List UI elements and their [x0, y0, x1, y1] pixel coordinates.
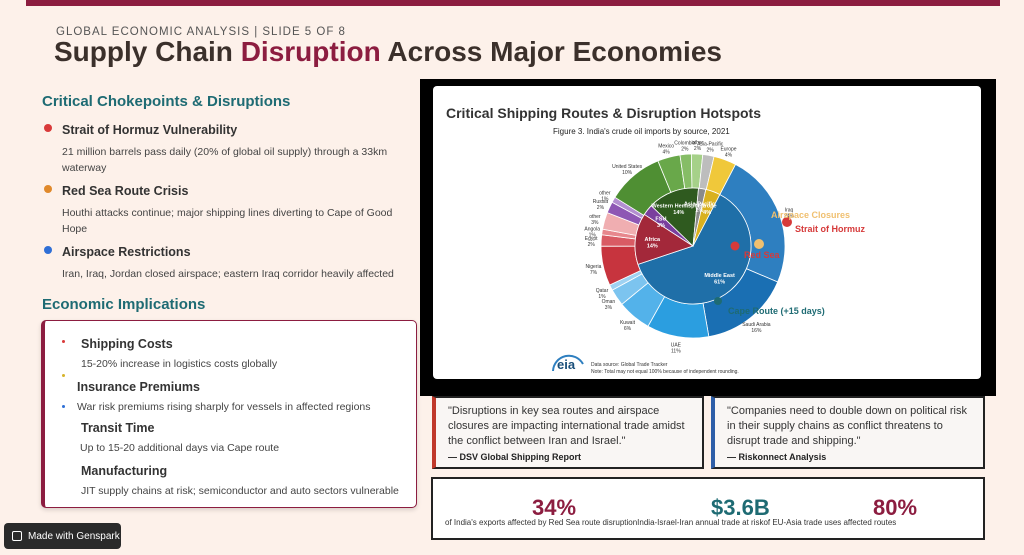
pie-chart: Iraq 24% Saudi Arabia 16% UAE 11% Kuwait 6% Oman…	[552, 140, 866, 375]
implication-body: JIT supply chains at risk; semiconductor…	[81, 485, 399, 497]
pie-slice-label: other 1%	[599, 191, 611, 203]
badge-label: Made with Genspark	[28, 530, 120, 542]
title-part-1: Supply Chain	[54, 36, 241, 67]
made-with-badge[interactable]: Made with Genspark	[4, 523, 121, 549]
title-accent: Disruption	[240, 36, 381, 67]
pie-slice-label: Africa 14%	[645, 237, 662, 250]
chokepoint-head: Red Sea Route Crisis	[62, 184, 189, 198]
pie-slice-label: Europe 4%	[698, 204, 717, 217]
chokepoint-item: Red Sea Route Crisis Houthi attacks cont…	[44, 184, 404, 237]
red-dot-icon	[44, 124, 52, 132]
stat-value: 34%	[532, 495, 577, 520]
pie-slice-label: Asia-Pacific 2%	[684, 202, 715, 215]
pie-slice-label: Nigeria 7%	[586, 264, 602, 276]
source-note-1: Data source: Global Trade Tracker	[591, 362, 668, 368]
implication-head: Insurance Premiums	[77, 380, 200, 394]
pie-slice-middle-east	[637, 194, 752, 305]
bullet-icon	[62, 340, 65, 343]
pie-slice-label: Qatar 1%	[596, 288, 609, 300]
chart-subtitle: Figure 3. India's crude oil imports by s…	[553, 127, 730, 136]
top-accent-bar	[26, 0, 1000, 6]
blue-dot-icon	[44, 246, 52, 254]
implication-item: Shipping Costs 15-20% increase in logist…	[62, 337, 405, 370]
page-title: Supply Chain Disruption Across Major Eco…	[54, 36, 722, 68]
pie-slice-western-hemisphere	[650, 187, 699, 247]
pie-slice-label: Western Hemisphere 14%	[651, 204, 706, 217]
stats-card: 34% $3.6B 80% of India's exports affecte…	[431, 477, 985, 540]
pie-slice-label: United States 10%	[612, 164, 643, 176]
stat-value: 80%	[873, 495, 918, 520]
pie-slice-label: other 3%	[589, 214, 601, 226]
genspark-icon	[12, 531, 22, 541]
quote-card: "Disruptions in key sea routes and airsp…	[432, 396, 704, 469]
eia-logo-text: eia	[557, 357, 576, 372]
hormuz-marker	[782, 217, 792, 227]
implication-body: Up to 15-20 additional days via Cape rou…	[80, 442, 280, 454]
pie-slice-label: Middle East 61%	[704, 273, 735, 286]
cape-marker	[714, 297, 722, 305]
slide-kicker: GLOBAL ECONOMIC ANALYSIS | SLIDE 5 OF 8	[56, 26, 346, 38]
implication-item: Transit Time Up to 15-20 additional days…	[62, 405, 405, 454]
pie-slice-label: Oman 3%	[602, 299, 616, 311]
implication-item: Insurance Premiums War risk premiums ris…	[62, 374, 405, 413]
quote-text: "Disruptions in key sea routes and airsp…	[448, 405, 685, 447]
pie-slice-label: Iraq 24%	[784, 208, 795, 220]
quote-source: — Riskonnect Analysis	[727, 452, 827, 462]
implication-body: War risk premiums rising sharply for ves…	[77, 401, 371, 413]
chokepoint-body: 21 million barrels pass daily (20% of gl…	[62, 146, 388, 174]
pie-slice-label: Europe 4%	[720, 146, 736, 158]
chokepoint-body: Iran, Iraq, Jordan closed airspace; east…	[62, 268, 394, 280]
chokepoint-item: Strait of Hormuz Vulnerability 21 millio…	[44, 123, 404, 176]
eia-logo: eia	[552, 354, 584, 372]
redsea-marker	[730, 241, 740, 251]
quote-card: "Companies need to double down on politi…	[711, 396, 985, 469]
implication-head: Shipping Costs	[81, 337, 173, 351]
bullet-icon	[62, 374, 65, 377]
pie-slice-africa	[634, 213, 694, 265]
chart-title: Critical Shipping Routes & Disruption Ho…	[446, 105, 761, 121]
chokepoint-body: Houthi attacks continue; major shipping …	[62, 207, 393, 235]
pie-slice-label: Saudi Arabia 16%	[742, 322, 771, 334]
stat-labels: of India's exports affected by Red Sea r…	[445, 518, 897, 527]
pie-slice-label: Mexico 4%	[658, 144, 674, 156]
pie-slice-label: Asia-Pacific 2%	[697, 141, 724, 153]
pie-slice-label: Russia 2%	[593, 199, 609, 211]
pie-slice-label: FSU 3%	[655, 216, 666, 229]
implication-head: Transit Time	[81, 421, 155, 435]
chokepoint-item: Airspace Restrictions Iran, Iraq, Jordan…	[44, 245, 404, 282]
chokepoints-title: Critical Chokepoints & Disruptions	[42, 93, 291, 110]
title-part-2: Across Major Economies	[380, 36, 722, 67]
source-note-2: Note: Total may not equal 100% because o…	[591, 369, 739, 375]
stat-value: $3.6B	[711, 495, 770, 520]
implication-body: 15-20% increase in logistics costs globa…	[81, 358, 278, 370]
cape-label: Cape Route (+15 days)	[728, 306, 825, 316]
quote-source: — DSV Global Shipping Report	[448, 452, 582, 462]
implications-card: Shipping Costs 15-20% increase in logist…	[41, 320, 417, 508]
chokepoint-head: Strait of Hormuz Vulnerability	[62, 123, 238, 137]
implication-item: Manufacturing JIT supply chains at risk;…	[65, 464, 405, 497]
chart-panel: Critical Shipping Routes & Disruption Ho…	[433, 86, 981, 379]
pie-slice-label: Egypt 2%	[585, 236, 598, 248]
chokepoint-head: Airspace Restrictions	[62, 245, 191, 259]
bullet-icon	[62, 405, 65, 408]
airspace-label: Airspace Closures	[771, 210, 850, 220]
pie-slice-europe	[692, 188, 721, 247]
pie-slice-label: Colombia 2%	[674, 140, 695, 152]
pie-slice-label: other 2%	[692, 140, 704, 152]
pie-slice-label: Angola 1%	[584, 226, 600, 238]
pie-slice-label: Kuwait 6%	[620, 320, 636, 332]
implication-head: Manufacturing	[81, 464, 168, 478]
orange-dot-icon	[44, 185, 52, 193]
pie-slice-label: UAE 11%	[671, 343, 682, 355]
implications-title: Economic Implications	[42, 296, 206, 313]
hormuz-label: Strait of Hormuz	[795, 224, 866, 234]
quote-text: "Companies need to double down on politi…	[727, 405, 967, 447]
redsea-label: Red Sea	[744, 250, 781, 260]
airspace-marker	[754, 239, 764, 249]
